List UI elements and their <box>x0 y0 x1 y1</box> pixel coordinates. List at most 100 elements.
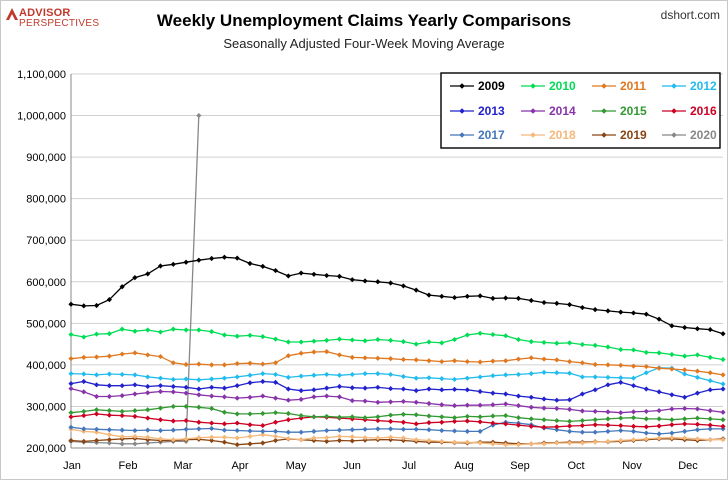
legend-item-2018: 2018 <box>521 128 576 142</box>
data-point-2010 <box>183 327 189 333</box>
data-point-2016 <box>618 422 624 429</box>
data-point-2015 <box>362 415 368 421</box>
data-point-2017 <box>400 426 406 432</box>
data-point-2013 <box>707 387 713 393</box>
data-point-2015 <box>566 418 573 425</box>
data-point-2013 <box>247 380 253 386</box>
data-point-2015 <box>324 413 330 420</box>
data-point-2016 <box>515 422 522 428</box>
data-point-2012 <box>157 375 164 381</box>
data-point-2012 <box>119 371 125 378</box>
legend-marker <box>671 108 677 114</box>
data-point-2014 <box>541 405 547 411</box>
data-point-2010 <box>413 341 419 347</box>
data-point-2010 <box>682 353 688 359</box>
data-point-2018 <box>643 436 649 442</box>
data-point-2010 <box>618 346 624 353</box>
chart-title: Weekly Unemployment Claims Yearly Compar… <box>156 11 572 30</box>
data-point-2014 <box>630 409 637 415</box>
data-point-2011 <box>528 355 534 361</box>
data-point-2018 <box>119 434 125 440</box>
y-tick-label: 900,000 <box>26 152 66 164</box>
data-point-2013 <box>170 383 176 390</box>
data-point-2017 <box>439 427 445 434</box>
data-point-2010 <box>464 332 470 338</box>
series-line-2009 <box>70 256 724 335</box>
data-point-2013 <box>630 383 637 389</box>
data-point-2011 <box>183 361 189 368</box>
data-point-2016 <box>209 420 215 426</box>
data-point-2009 <box>260 263 266 270</box>
data-point-2009 <box>106 297 112 303</box>
data-point-2013 <box>272 379 279 385</box>
logo-line-2: PERSPECTIVES <box>19 18 100 29</box>
data-point-2016 <box>234 420 240 426</box>
data-point-2015 <box>260 410 266 417</box>
data-point-2011 <box>106 353 112 359</box>
legend-label-2011: 2011 <box>620 79 646 93</box>
data-point-2012 <box>413 375 419 381</box>
series-line-2012 <box>70 367 724 385</box>
data-point-2010 <box>669 351 675 358</box>
data-point-2009 <box>413 287 419 293</box>
data-point-2010 <box>439 340 445 346</box>
data-point-2013 <box>451 386 458 393</box>
data-point-2013 <box>183 384 189 390</box>
data-point-2017 <box>707 426 713 432</box>
data-point-2017 <box>336 427 343 433</box>
data-point-2013 <box>400 386 406 392</box>
x-tick-label: Mar <box>174 460 193 472</box>
legend-label-2013: 2013 <box>478 104 505 118</box>
data-point-2011 <box>311 349 317 355</box>
data-point-2016 <box>221 421 228 427</box>
data-point-2013 <box>515 393 522 399</box>
data-point-2014 <box>311 394 317 400</box>
data-point-2011 <box>119 351 125 357</box>
data-point-2015 <box>720 417 726 423</box>
data-point-2019 <box>260 440 266 446</box>
data-point-2017 <box>145 427 151 433</box>
legend-item-2015: 2015 <box>592 104 647 118</box>
legend-marker <box>530 108 536 114</box>
data-point-2010 <box>388 337 394 343</box>
data-point-2014 <box>221 394 228 400</box>
data-point-2016 <box>528 423 534 429</box>
data-point-2011 <box>170 360 176 366</box>
data-point-2010 <box>375 336 381 343</box>
data-point-2018 <box>630 437 637 443</box>
data-point-2011 <box>362 355 368 361</box>
logo-line-1: ADVISOR <box>19 7 71 19</box>
data-point-2012 <box>81 371 87 377</box>
data-point-2012 <box>272 371 279 378</box>
data-point-2015 <box>375 414 381 420</box>
data-point-2013 <box>81 378 87 385</box>
data-point-2019 <box>272 437 279 444</box>
data-point-2014 <box>362 398 368 404</box>
data-point-2012 <box>605 374 611 380</box>
data-point-2015 <box>630 415 637 421</box>
data-point-2010 <box>579 341 585 348</box>
y-tick-label: 400,000 <box>26 360 66 372</box>
data-point-2013 <box>528 394 534 400</box>
data-point-2009 <box>566 302 573 308</box>
data-point-2009 <box>682 324 688 331</box>
data-point-2012 <box>439 376 445 382</box>
data-point-2012 <box>196 377 202 383</box>
data-point-2010 <box>566 340 573 346</box>
data-point-2018 <box>324 435 330 441</box>
data-point-2013 <box>157 383 164 389</box>
data-point-2015 <box>503 412 509 419</box>
data-point-2009 <box>324 272 330 279</box>
data-point-2016 <box>579 422 585 429</box>
data-point-2015 <box>579 417 585 424</box>
data-point-2015 <box>643 416 649 422</box>
data-point-2018 <box>234 435 240 441</box>
legend-item-2012: 2012 <box>662 79 717 93</box>
data-point-2011 <box>81 354 87 361</box>
data-point-2016 <box>490 420 496 426</box>
data-point-2018 <box>157 436 164 442</box>
data-point-2014 <box>413 399 419 405</box>
series-2010 <box>68 326 726 363</box>
data-point-2009 <box>720 331 726 337</box>
legend-label-2020: 2020 <box>690 128 717 142</box>
